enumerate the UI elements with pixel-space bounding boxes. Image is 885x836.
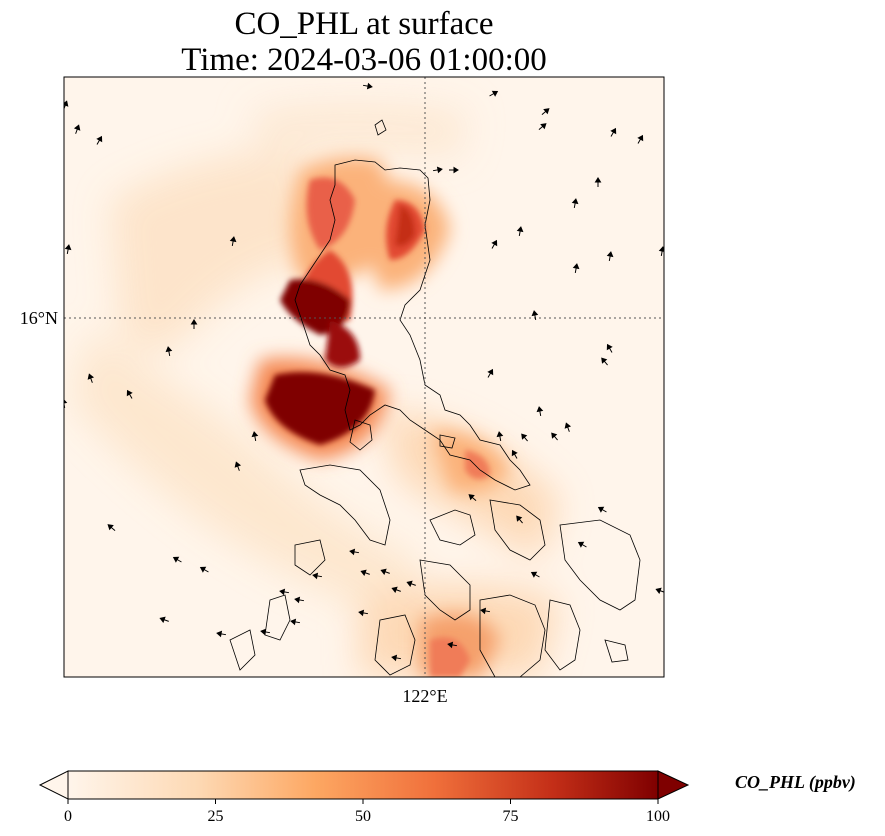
wind-arrow [190, 319, 198, 329]
colorbar-title: CO_PHL (ppbv) [735, 772, 856, 793]
wind-arrow [606, 251, 614, 262]
map-area [64, 77, 664, 677]
wind-arrow [260, 628, 271, 636]
wind-arrow [172, 556, 182, 563]
colorbar-tick-label: 50 [355, 808, 371, 825]
wind-arrow [601, 357, 608, 366]
wind-arrow [391, 654, 402, 662]
wind-vectors [64, 82, 664, 662]
wind-arrow [531, 310, 539, 321]
colorbar: 0 25 50 75 100 CO_PHL (ppbv) [38, 770, 856, 825]
wind-arrow [73, 124, 81, 134]
map-subtitle: Time: 2024-03-06 01:00:00 [181, 42, 547, 78]
colorbar-tick-label: 25 [208, 808, 224, 825]
lat-tick-label: 16°N [20, 308, 58, 328]
wind-arrow [536, 406, 544, 417]
wind-arrow [159, 616, 169, 624]
wind-arrow [87, 373, 95, 383]
wind-arrow [610, 127, 617, 137]
wind-arrow [447, 641, 458, 649]
wind-arrow [480, 607, 491, 615]
wind-arrow [406, 580, 416, 588]
wind-arrow [491, 239, 498, 249]
wind-arrow [577, 541, 587, 548]
wind-arrow [251, 431, 259, 442]
coastline [229, 119, 641, 677]
wind-arrow [606, 343, 613, 353]
colorbar-extend-min [38, 770, 69, 800]
wind-arrow [496, 431, 504, 442]
colorbar-extend-max [657, 770, 690, 800]
wind-arrow [521, 433, 528, 442]
wind-arrow [511, 449, 518, 459]
map-title: CO_PHL at surface [234, 6, 494, 42]
colorbar-tick-label: 0 [64, 808, 72, 825]
wind-arrow [96, 135, 103, 145]
wind-arrow [290, 618, 301, 626]
wind-arrow [126, 389, 133, 399]
wind-arrow [594, 177, 602, 187]
wind-arrow [362, 82, 373, 90]
wind-arrow [360, 569, 370, 577]
map-frame [63, 76, 665, 678]
wind-arrow [229, 236, 237, 247]
wind-arrow [199, 566, 209, 573]
wind-arrow [572, 263, 580, 274]
colorbar-tick-label: 75 [503, 808, 519, 825]
wind-arrow [449, 166, 459, 174]
wind-arrow [637, 134, 644, 144]
wind-arrow [538, 123, 547, 130]
wind-arrow [294, 596, 305, 604]
wind-arrow [391, 586, 401, 594]
wind-arrow [216, 630, 227, 638]
wind-arrow [597, 506, 607, 513]
wind-arrow [312, 572, 323, 580]
wind-arrow [571, 198, 579, 209]
wind-arrow [380, 568, 390, 576]
wind-arrow [487, 368, 494, 378]
wind-arrow [358, 609, 369, 617]
wind-arrow [551, 432, 558, 441]
wind-arrow [64, 244, 72, 255]
wind-arrow [349, 548, 360, 556]
wind-arrow [541, 108, 550, 115]
wind-arrow [564, 422, 572, 432]
lon-tick-label: 122°E [402, 686, 447, 706]
wind-arrow [468, 494, 477, 501]
wind-arrow [530, 571, 540, 578]
wind-arrow [432, 166, 443, 174]
colorbar-tick-label: 100 [646, 808, 670, 825]
wind-arrow [234, 461, 242, 471]
wind-arrow [516, 226, 524, 237]
wind-arrow [279, 588, 290, 596]
colorbar-gradient [67, 770, 659, 800]
wind-arrow [107, 524, 116, 531]
wind-arrow [489, 90, 499, 97]
wind-arrow [516, 515, 523, 524]
wind-arrow [165, 346, 173, 357]
